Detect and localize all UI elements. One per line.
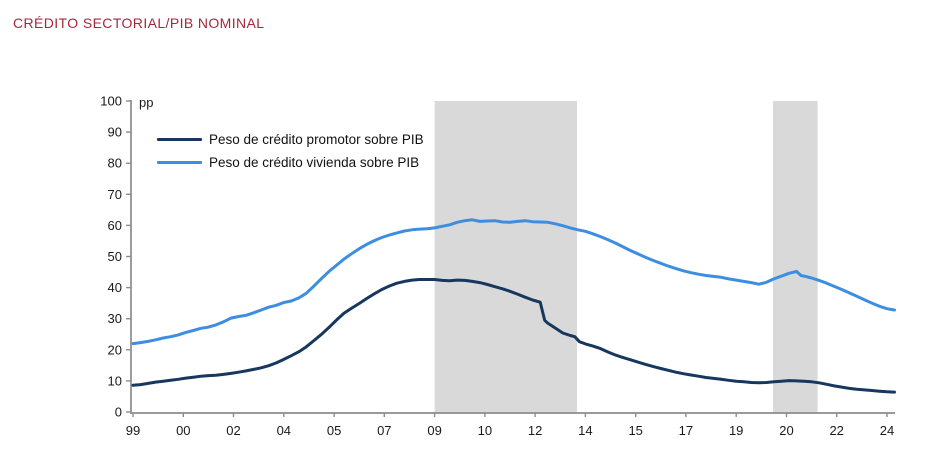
legend-label-promotor: Peso de crédito promotor sobre PIB <box>209 131 424 147</box>
vivienda-line-swatch <box>157 160 202 164</box>
y-tick-label: 60 <box>108 218 122 233</box>
y-tick-label: 50 <box>108 249 122 264</box>
x-tick-label: 10 <box>478 423 492 438</box>
vivienda-series-line <box>131 218 896 346</box>
y-tick-label: 40 <box>108 280 122 295</box>
recession-band <box>773 101 818 413</box>
recession-band <box>434 101 577 413</box>
x-tick-label: 19 <box>729 423 743 438</box>
x-tick-label: 24 <box>880 423 894 438</box>
y-tick-label: 0 <box>115 405 122 420</box>
legend: Peso de crédito promotor sobre PIB Peso … <box>157 131 424 170</box>
x-tick-label: 14 <box>578 423 592 438</box>
legend-item-promotor: Peso de crédito promotor sobre PIB <box>157 131 424 147</box>
x-tick-label: 22 <box>829 423 843 438</box>
x-tick-label: 07 <box>377 423 391 438</box>
x-tick-label: 20 <box>779 423 793 438</box>
x-tick-label: 02 <box>226 423 240 438</box>
y-tick-label: 80 <box>108 156 122 171</box>
x-tick-label: 04 <box>277 423 291 438</box>
y-tick-label: 70 <box>108 187 122 202</box>
x-tick-label: 99 <box>126 423 140 438</box>
x-tick-label: 09 <box>427 423 441 438</box>
x-tick-label: 17 <box>679 423 693 438</box>
x-tick-label: 15 <box>628 423 642 438</box>
legend-item-vivienda: Peso de crédito vivienda sobre PIB <box>157 154 424 170</box>
y-tick-label: 20 <box>108 342 122 357</box>
y-axis-unit-label: pp <box>139 95 154 110</box>
y-tick-label: 30 <box>108 311 122 326</box>
x-tick-label: 12 <box>528 423 542 438</box>
x-tick-label: 05 <box>327 423 341 438</box>
promotor-line-swatch <box>157 137 202 141</box>
legend-label-vivienda: Peso de crédito vivienda sobre PIB <box>209 154 420 170</box>
page-title: CRÉDITO SECTORIAL/PIB NOMINAL <box>13 15 265 31</box>
y-tick-label: 90 <box>108 125 122 140</box>
y-tick-label: 100 <box>100 94 122 109</box>
x-tick-label: 00 <box>176 423 190 438</box>
y-tick-label: 10 <box>108 373 122 388</box>
promotor-series-line <box>131 278 896 394</box>
